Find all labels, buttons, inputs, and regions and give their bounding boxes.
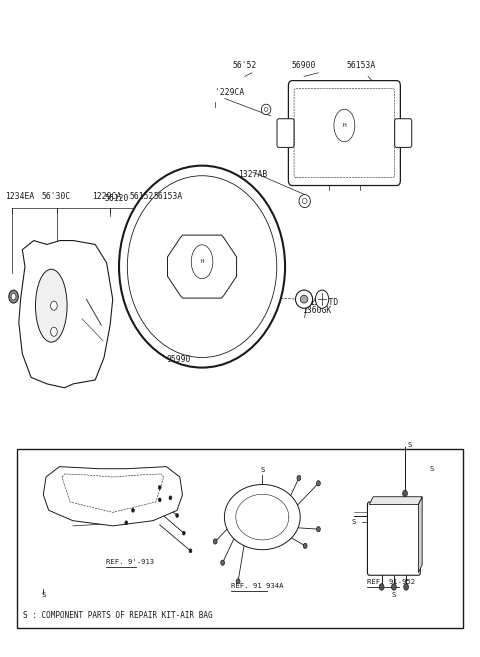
Circle shape — [125, 521, 128, 525]
Circle shape — [404, 583, 408, 590]
Ellipse shape — [296, 290, 312, 308]
Circle shape — [50, 301, 57, 310]
Text: S: S — [352, 518, 356, 524]
Polygon shape — [19, 240, 113, 388]
Polygon shape — [369, 497, 422, 505]
Circle shape — [236, 579, 240, 584]
Ellipse shape — [334, 109, 355, 142]
Polygon shape — [225, 484, 300, 550]
Ellipse shape — [264, 108, 268, 112]
Text: 1327AB: 1327AB — [238, 170, 267, 179]
Ellipse shape — [261, 104, 271, 115]
FancyBboxPatch shape — [395, 119, 412, 147]
Ellipse shape — [119, 166, 285, 367]
Circle shape — [303, 543, 307, 549]
Text: 56152: 56152 — [130, 193, 154, 202]
Circle shape — [182, 532, 185, 535]
Circle shape — [169, 496, 172, 500]
Text: REF. 91-952: REF. 91-952 — [367, 579, 415, 585]
Ellipse shape — [300, 295, 308, 303]
Circle shape — [132, 509, 134, 512]
Circle shape — [158, 486, 161, 489]
Circle shape — [189, 549, 192, 553]
Circle shape — [50, 327, 57, 336]
Text: 56'52: 56'52 — [232, 61, 257, 70]
Text: 56153A: 56153A — [153, 193, 182, 202]
Ellipse shape — [127, 175, 277, 357]
Text: H: H — [343, 123, 346, 128]
Text: S: S — [408, 442, 412, 448]
Text: 56'30C: 56'30C — [42, 193, 71, 202]
Text: 1229CA: 1229CA — [92, 193, 121, 202]
Text: REF. 9'-913: REF. 9'-913 — [106, 560, 155, 566]
Text: S: S — [41, 592, 46, 598]
Circle shape — [11, 293, 16, 300]
Text: 56153A: 56153A — [347, 61, 376, 70]
Text: REF. 91 934A: REF. 91 934A — [231, 583, 284, 589]
Text: 56900: 56900 — [292, 61, 316, 70]
FancyBboxPatch shape — [277, 119, 294, 147]
Circle shape — [392, 583, 396, 590]
Circle shape — [315, 290, 329, 308]
Circle shape — [9, 290, 18, 303]
Ellipse shape — [302, 198, 307, 204]
Circle shape — [221, 560, 225, 565]
Text: S: S — [429, 466, 433, 472]
FancyBboxPatch shape — [288, 81, 400, 185]
Text: 1346TD: 1346TD — [309, 298, 338, 307]
Text: S: S — [392, 592, 396, 598]
FancyBboxPatch shape — [367, 502, 420, 576]
Polygon shape — [419, 497, 422, 573]
Circle shape — [316, 481, 320, 486]
Circle shape — [176, 514, 179, 518]
Circle shape — [158, 498, 161, 502]
Text: 95990: 95990 — [166, 355, 191, 365]
Ellipse shape — [299, 194, 311, 208]
Polygon shape — [168, 235, 237, 298]
Text: '229CA: '229CA — [216, 87, 245, 97]
Text: S: S — [260, 467, 264, 474]
Ellipse shape — [36, 269, 67, 342]
Polygon shape — [43, 466, 182, 526]
Circle shape — [316, 526, 320, 532]
Text: S : COMPONENT PARTS OF REPAIR KIT-AIR BAG: S : COMPONENT PARTS OF REPAIR KIT-AIR BA… — [23, 611, 212, 620]
Circle shape — [379, 583, 384, 590]
Text: 1234EA: 1234EA — [5, 193, 34, 202]
Circle shape — [213, 539, 217, 544]
Text: 56120: 56120 — [105, 194, 129, 203]
Text: 1360GK: 1360GK — [301, 306, 331, 315]
Circle shape — [297, 476, 301, 481]
Ellipse shape — [191, 245, 213, 279]
Circle shape — [403, 490, 408, 497]
Text: H: H — [201, 260, 204, 264]
Bar — [17, 449, 463, 628]
